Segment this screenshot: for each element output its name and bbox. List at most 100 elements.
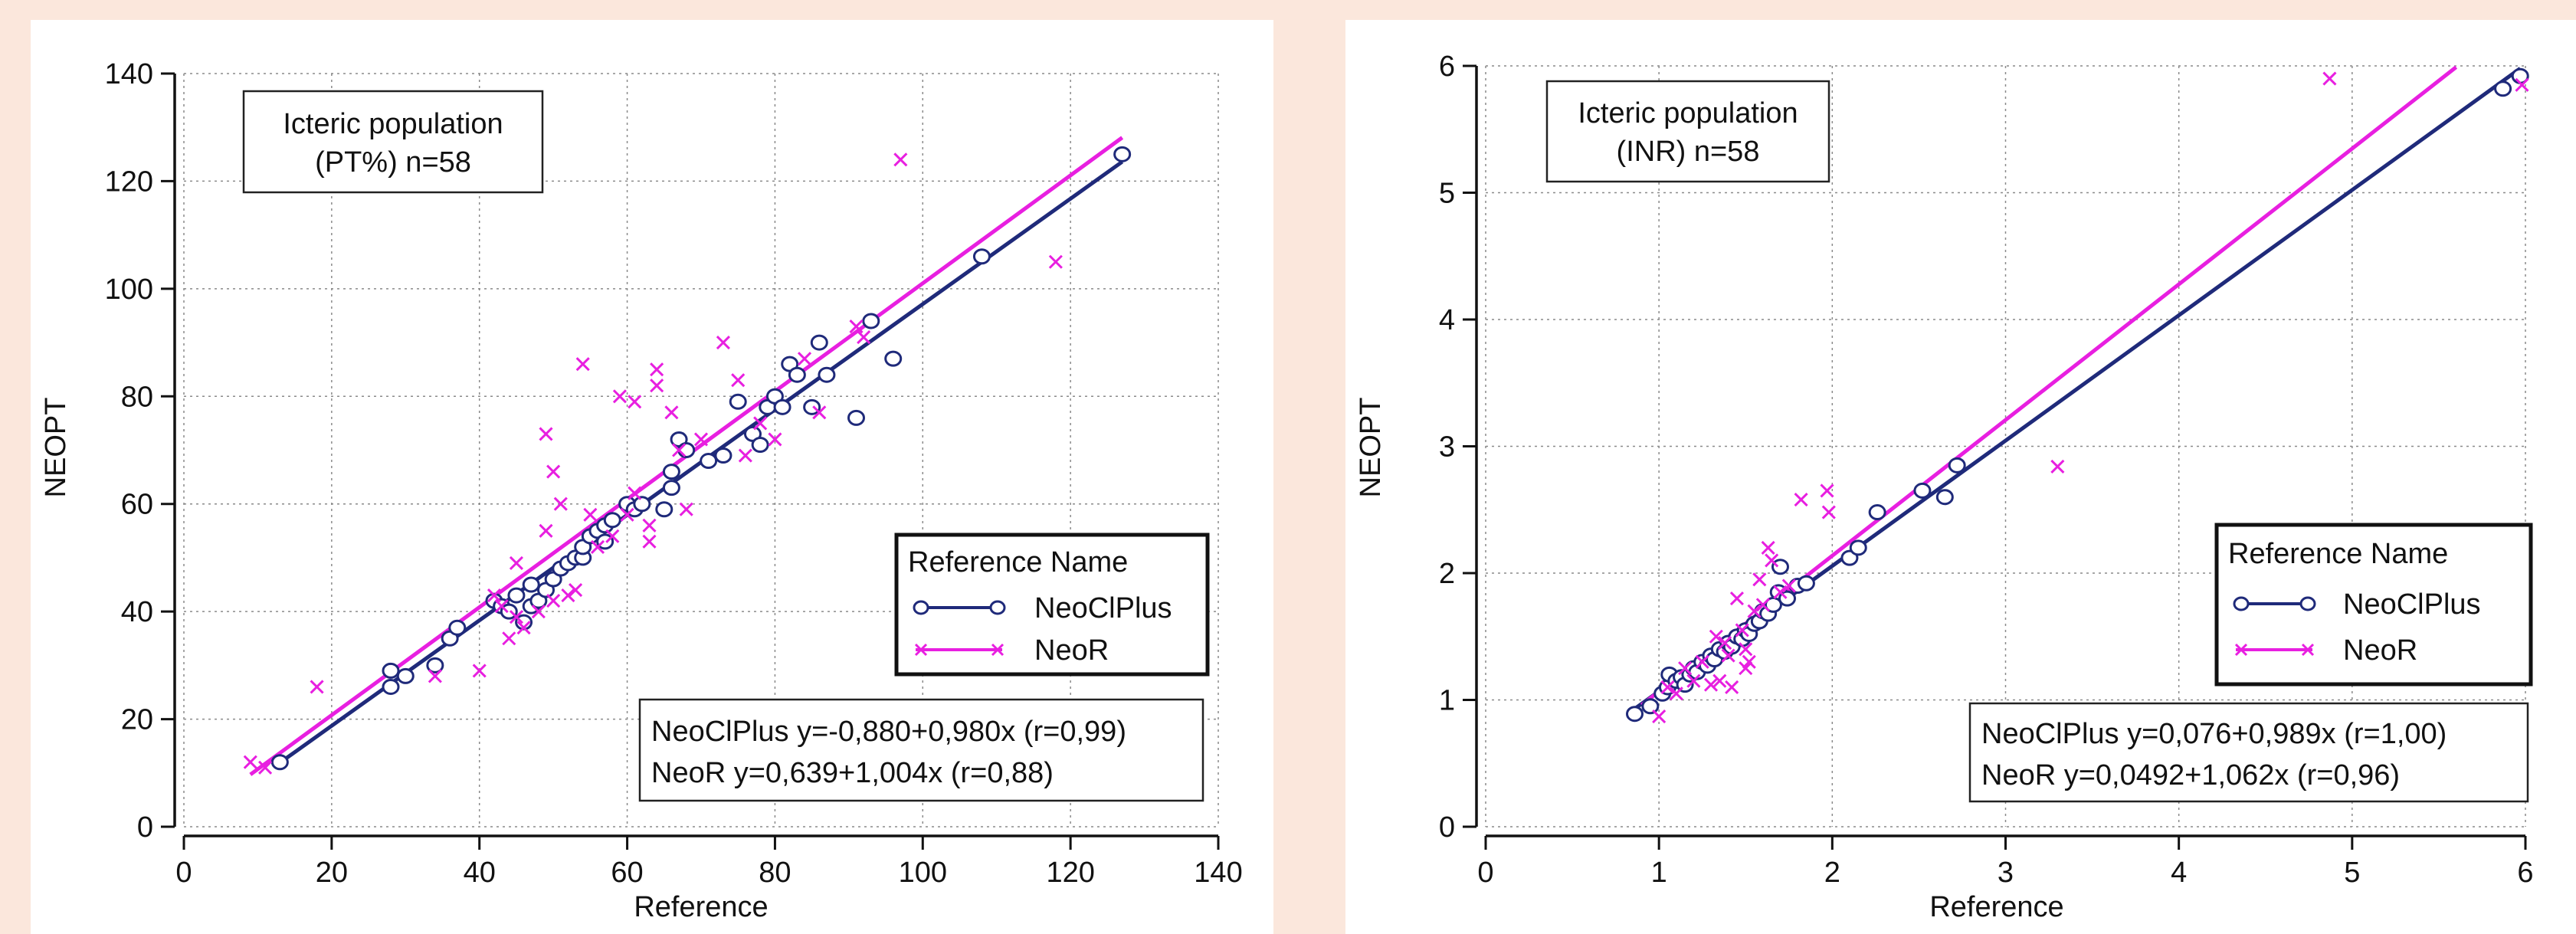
point-neor: [258, 760, 273, 775]
legend-item-neoclplus[interactable]: NeoClPlus: [2233, 588, 2481, 621]
x-tick-label: 60: [611, 857, 643, 889]
point-neor: [539, 523, 553, 538]
point-neoclplus: [1626, 706, 1644, 723]
point-neoclplus: [1935, 489, 1954, 506]
equation-neoclplus: NeoClPlus y=0,076+0,989x (r=1,00): [1981, 718, 2447, 750]
point-neor: [561, 588, 575, 603]
point-neor: [628, 486, 642, 500]
point-neor: [672, 443, 687, 457]
equation-neor: NeoR y=0,0492+1,062x (r=0,96): [1981, 759, 2400, 791]
point-neor: [1729, 592, 1745, 606]
point-neor: [1678, 661, 1693, 676]
point-neor: [1761, 540, 1775, 555]
point-neor: [590, 539, 605, 554]
point-neor: [243, 755, 257, 769]
point-neor: [1712, 673, 1727, 688]
point-neor: [1765, 553, 1779, 568]
point-neor: [569, 582, 583, 598]
point-neoclplus: [1641, 698, 1660, 715]
point-neor: [605, 529, 620, 543]
point-neoclplus: [1849, 539, 1867, 556]
point-neor: [575, 357, 590, 372]
point-neor: [1820, 483, 1834, 498]
point-neor: [1742, 654, 1756, 669]
y-tick-label: 40: [121, 596, 153, 628]
point-neor: [516, 621, 531, 635]
legend-title: Reference Name: [908, 546, 1128, 578]
regression-equations-box: NeoClPlus y=-0,880+0,980x (r=0,99) NeoR …: [638, 698, 1204, 802]
x-tick-label: 20: [316, 857, 348, 889]
left-chart-panel: 0 20 40 60 80 100 120 140 0 20 40 60 80 100 120 140 Ref…: [31, 20, 1273, 934]
y-tick-label: 0: [1439, 811, 1455, 844]
point-neor: [1721, 648, 1735, 663]
point-neor: [553, 496, 568, 511]
info-box-line-2: (PT%) n=58: [315, 146, 471, 179]
point-neoclplus: [1113, 146, 1132, 162]
point-neor: [1660, 680, 1675, 695]
equation-neor: NeoR y=0,639+1,004x (r=0,88): [651, 757, 1054, 789]
point-neoclplus: [788, 366, 806, 383]
point-neor: [612, 389, 627, 404]
legend-item-neor[interactable]: NeoR: [2234, 634, 2417, 667]
point-neoclplus: [270, 754, 289, 771]
point-neor: [2322, 71, 2337, 86]
point-neor: [650, 362, 664, 377]
point-neoclplus: [448, 619, 467, 636]
y-tick-label: 100: [105, 274, 153, 306]
point-neor: [679, 502, 693, 516]
point-neor: [539, 427, 553, 441]
point-neor: [738, 448, 752, 463]
point-neoclplus: [662, 480, 680, 496]
point-neoclplus: [1868, 504, 1886, 521]
info-box: Icteric population (INR) n=58: [1545, 80, 1830, 183]
legend[interactable]: Reference Name NeoClPlus NeoR: [894, 533, 1210, 677]
point-neor: [1773, 585, 1788, 599]
point-neor: [472, 664, 487, 678]
point-neoclplus: [677, 442, 696, 458]
x-axis-label: Reference: [634, 891, 768, 923]
regression-equations-box: NeoClPlus y=0,076+0,989x (r=1,00) NeoR y…: [1968, 702, 2529, 803]
x-tick-label: 5: [2344, 857, 2360, 889]
legend-item-neoclplus[interactable]: NeoClPlus: [913, 592, 1172, 624]
point-neor: [693, 432, 709, 447]
info-box-line-1: Icteric population: [1578, 97, 1798, 129]
point-neor: [1703, 677, 1719, 692]
point-neoclplus: [773, 398, 791, 415]
point-neor: [1048, 254, 1063, 269]
point-neoclplus: [862, 313, 880, 329]
point-neor: [1781, 578, 1796, 593]
y-tick-label: 140: [105, 58, 153, 90]
legend-item-neor[interactable]: NeoR: [914, 634, 1109, 667]
point-neor: [2515, 77, 2529, 92]
point-neor: [642, 534, 657, 549]
x-tick-label: 100: [899, 857, 947, 889]
y-tick-label: 120: [105, 165, 153, 198]
point-neor: [1755, 598, 1770, 612]
x-tick-label: 80: [759, 857, 791, 889]
point-neor: [509, 555, 523, 571]
point-neoclplus: [662, 464, 680, 480]
point-neor: [509, 610, 523, 624]
y-tick-label: 2: [1439, 558, 1455, 590]
point-neoclplus: [655, 501, 673, 518]
equation-neoclplus: NeoClPlus y=-0,880+0,980x (r=0,99): [651, 716, 1126, 748]
point-neor: [753, 416, 768, 431]
point-neor: [893, 152, 908, 167]
point-neor: [1669, 687, 1683, 701]
point-neoclplus: [1797, 575, 1815, 592]
info-box: Icteric population (PT%) n=58: [242, 90, 544, 194]
point-neor: [546, 464, 561, 479]
point-neor: [812, 405, 827, 420]
point-neor: [642, 518, 657, 533]
point-neoclplus: [633, 496, 651, 513]
legend-label-neoclplus: NeoClPlus: [1034, 592, 1172, 624]
point-neor: [1739, 642, 1753, 657]
legend[interactable]: Reference Name NeoClPlus NeoR: [2214, 523, 2533, 687]
point-neoclplus: [1771, 559, 1789, 575]
right-chart-panel: 0 1 2 3 4 5 6 0 1 2 3 4 5 6 Reference NEOPT Icteric p…: [1345, 20, 2576, 934]
point-neor: [857, 329, 871, 345]
point-neor: [797, 352, 812, 366]
legend-label-neoclplus: NeoClPlus: [2343, 588, 2481, 621]
point-neor: [650, 379, 664, 393]
point-neoclplus: [603, 512, 621, 529]
